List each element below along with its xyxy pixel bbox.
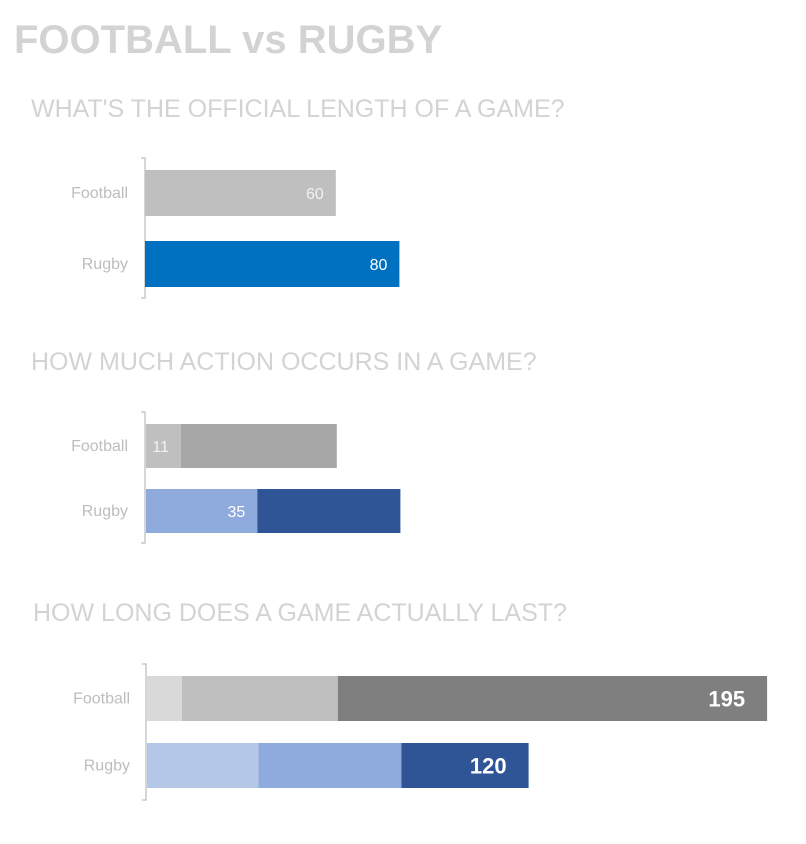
data-label: 120 <box>470 754 507 779</box>
bar-segment-rugby-1 <box>146 489 258 533</box>
category-label: Rugby <box>82 256 128 273</box>
chart-title: HOW MUCH ACTION OCCURS IN A GAME? <box>31 348 537 376</box>
bar-segment-rugby-1 <box>145 241 400 287</box>
bar-segment-football-1 <box>147 676 182 721</box>
category-label: Football <box>71 438 128 455</box>
data-label: 11 <box>152 439 169 456</box>
chart-title: WHAT'S THE OFFICIAL LENGTH OF A GAME? <box>31 95 565 123</box>
category-label: Rugby <box>82 503 128 520</box>
data-label: 80 <box>370 257 388 274</box>
y-axis-line <box>142 663 147 801</box>
bar-segment-football-1 <box>145 170 336 216</box>
bar-segment-football-1 <box>146 424 181 468</box>
category-label: Football <box>71 185 128 202</box>
category-label: Football <box>73 691 130 708</box>
chart-panels: WHAT'S THE OFFICIAL LENGTH OF A GAME? Foo… <box>31 95 768 801</box>
category-label: Rugby <box>84 758 130 775</box>
chart-panel-1: WHAT'S THE OFFICIAL LENGTH OF A GAME? Foo… <box>31 95 565 299</box>
main-title: FOOTBALL vs RUGBY <box>14 18 443 62</box>
data-label: 60 <box>306 186 324 203</box>
chart-panel-2: HOW MUCH ACTION OCCURS IN A GAME? Footbal… <box>31 348 537 544</box>
data-label: 35 <box>228 504 246 521</box>
bar-segment-rugby-2 <box>258 743 402 788</box>
y-axis-line <box>141 411 146 544</box>
bar-segment-football-2 <box>180 424 337 468</box>
y-axis-line <box>141 157 146 299</box>
chart-title: HOW LONG DOES A GAME ACTUALLY LAST? <box>33 599 567 627</box>
chart-panel-3: HOW LONG DOES A GAME ACTUALLY LAST? Footb… <box>33 599 768 801</box>
bar-segment-rugby-2 <box>257 489 401 533</box>
bar-segment-rugby-3 <box>401 743 529 788</box>
bar-segment-football-2 <box>181 676 338 721</box>
data-label: 195 <box>708 687 745 712</box>
bar-segment-football-3 <box>337 676 768 721</box>
bar-segment-rugby-1 <box>147 743 259 788</box>
